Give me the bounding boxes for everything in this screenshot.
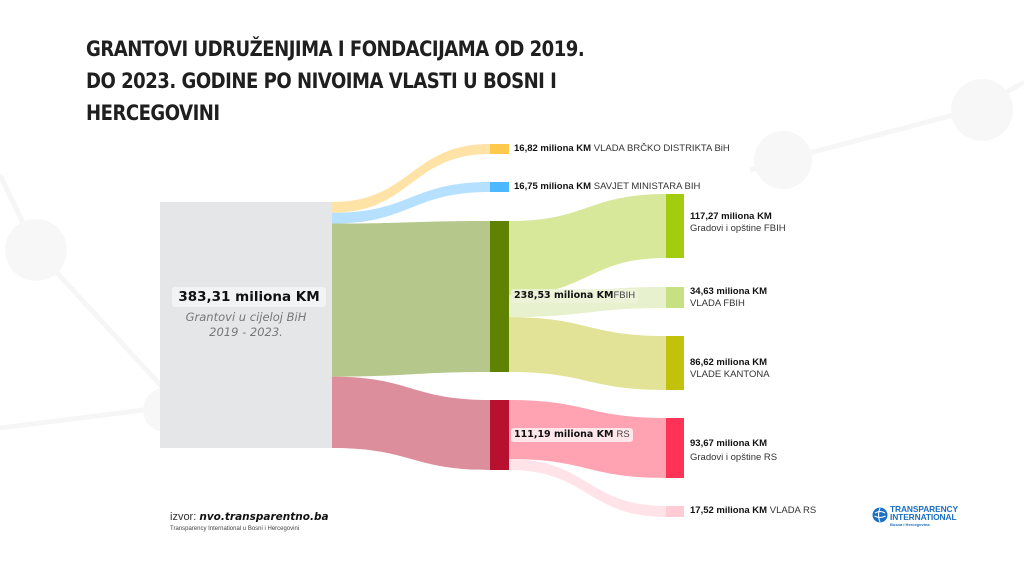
source-credit: izvor: nvo.transparentno.ba: [170, 511, 329, 523]
page-title: GRANTOVI UDRUŽENJIMA I FONDACIJAMA OD 20…: [86, 34, 585, 130]
node-value: 117,27 miliona KM: [690, 211, 772, 222]
source-prefix: izvor:: [170, 511, 197, 523]
logo-line-2: INTERNATIONAL: [890, 512, 957, 523]
node-value: 93,67 miliona KM: [690, 438, 768, 449]
sankey-node-brcko: [490, 144, 509, 154]
node-name: SAVJET MINISTARA BIH: [593, 181, 701, 192]
globe-icon: [872, 507, 888, 523]
sankey-node-rs_gradovi: [666, 418, 684, 478]
node-name: FBIH: [613, 290, 636, 301]
node-name: VLADE KANTONA: [690, 369, 770, 380]
sankey-link-fbih: [332, 221, 490, 377]
node-name: VLADA RS: [769, 505, 817, 516]
title-line-2: DO 2023. GODINE PO NIVOIMA VLASTI U BOSN…: [86, 69, 557, 94]
node-label-savjet: 16,75 miliona KM SAVJET MINISTARA BIH: [514, 181, 700, 193]
source-node-label: Grantovi u cijeloj BiH 2019 - 2023.: [165, 310, 327, 340]
node-label-fbih-vlada: 34,63 miliona KM VLADA FBIH: [690, 286, 767, 310]
source-node-value: 383,31 miliona KM: [172, 287, 326, 307]
sankey-node-kantoni: [666, 336, 684, 390]
node-value: 86,62 miliona KM: [690, 357, 768, 368]
sankey-node-fbih_vlada: [666, 287, 684, 308]
logo-text: TRANSPARENCY INTERNATIONAL: [890, 505, 958, 522]
node-value: 16,82 miliona KM: [514, 143, 592, 154]
sankey-node-savjet: [490, 182, 509, 192]
sankey-node-source: [160, 202, 332, 448]
node-value: 238,53 miliona KM: [514, 290, 614, 301]
node-label-fbih-gradovi: 117,27 miliona KM Gradovi i opštine FBIH: [690, 211, 786, 235]
sankey-link-rs_vlada: [509, 458, 666, 517]
sankey-link-savjet: [332, 182, 490, 224]
source-node-label-line-2: 2019 - 2023.: [209, 325, 283, 339]
organization-credit: Transparency International u Bosni i Her…: [170, 526, 300, 532]
node-value: 34,63 miliona KM: [690, 286, 768, 297]
transparency-international-logo: TRANSPARENCY INTERNATIONAL Bosna i Herce…: [872, 505, 962, 527]
node-name: VLADA BRČKO DISTRIKTA BiH: [593, 143, 730, 154]
node-label-brcko: 16,82 miliona KM VLADA BRČKO DISTRIKTA B…: [514, 143, 730, 155]
sankey-link-brcko: [332, 144, 490, 213]
node-name: RS: [616, 429, 630, 440]
sankey-node-rs: [490, 400, 509, 470]
node-label-rs: 111,19 miliona KM RS: [511, 428, 633, 442]
sankey-node-fbih: [490, 221, 509, 372]
logo-line-3: Bosna i Hercegovina: [890, 522, 930, 527]
title-line-1: GRANTOVI UDRUŽENJIMA I FONDACIJAMA OD 20…: [86, 37, 585, 62]
sankey-node-fbih_gradovi: [666, 194, 684, 258]
node-name: VLADA FBIH: [690, 298, 745, 309]
source-link[interactable]: nvo.transparentno.ba: [199, 511, 329, 523]
title-line-3: HERCEGOVINI: [86, 101, 220, 126]
node-value: 16,75 miliona KM: [514, 181, 592, 192]
node-value: 111,19 miliona KM: [514, 429, 614, 440]
node-label-rs-vlada: 17,52 miliona KM VLADA RS: [690, 505, 816, 517]
sankey-link-kantoni: [509, 317, 666, 390]
node-name: Gradovi i opštine RS: [690, 452, 778, 463]
sankey-link-fbih_gradovi: [509, 194, 666, 296]
node-label-rs-gradovi: 93,67 miliona KM Gradovi i opštine RS: [690, 437, 777, 465]
sankey-link-rs: [332, 376, 490, 470]
node-label-fbih: 238,53 miliona KMFBIH: [511, 289, 639, 303]
node-label-kantoni: 86,62 miliona KM VLADE KANTONA: [690, 357, 770, 381]
logo-line-1: TRANSPARENCY: [890, 504, 958, 514]
node-name: Gradovi i opštine FBIH: [690, 223, 786, 234]
source-node-label-line-1: Grantovi u cijeloj BiH: [185, 310, 307, 324]
node-value: 17,52 miliona KM: [690, 505, 768, 516]
sankey-node-rs_vlada: [666, 506, 684, 517]
